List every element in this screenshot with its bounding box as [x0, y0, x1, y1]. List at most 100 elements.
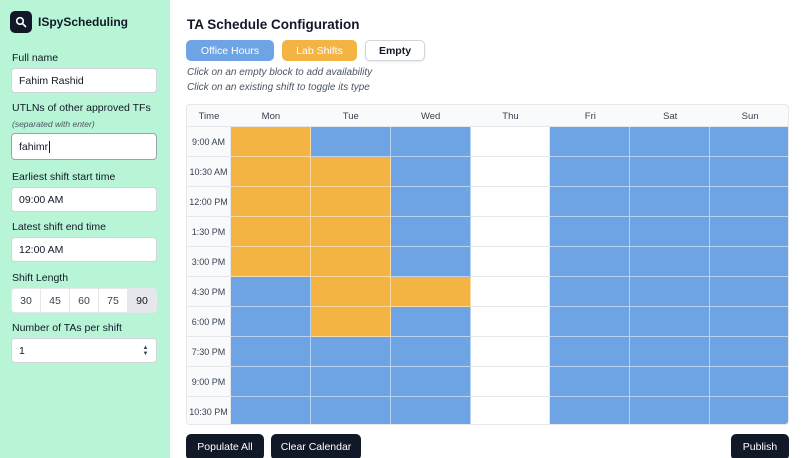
schedule-cell-empty[interactable]: [470, 307, 551, 337]
tas-per-shift-value: 1: [19, 344, 25, 357]
shift-length-option[interactable]: 45: [41, 289, 70, 312]
instruction-text: Click on an empty block to add availabil…: [187, 67, 373, 78]
schedule-cell-office[interactable]: [550, 337, 631, 367]
schedule-cell-office[interactable]: [550, 187, 631, 217]
schedule-cell-lab[interactable]: [390, 277, 471, 307]
schedule-cell-lab[interactable]: [310, 157, 391, 187]
schedule-cell-empty[interactable]: [470, 217, 551, 247]
time-label: 10:30 AM: [187, 157, 231, 187]
office-hours-button[interactable]: Office Hours: [186, 40, 274, 61]
shift-length-selector: 30 45 60 75 90: [11, 288, 157, 313]
time-label: 7:30 PM: [187, 337, 231, 367]
schedule-cell-lab[interactable]: [231, 217, 311, 247]
schedule-cell-office[interactable]: [630, 337, 711, 367]
shift-length-option[interactable]: 75: [99, 289, 128, 312]
shift-length-option-selected[interactable]: 90: [128, 289, 156, 312]
schedule-cell-office[interactable]: [231, 367, 311, 397]
schedule-cell-office[interactable]: [630, 247, 711, 277]
app-name: ISpyScheduling: [38, 15, 129, 29]
schedule-cell-office[interactable]: [630, 277, 711, 307]
schedule-cell-office[interactable]: [550, 157, 631, 187]
schedule-cell-office[interactable]: [630, 187, 711, 217]
schedule-cell-lab[interactable]: [310, 247, 391, 277]
schedule-cell-office[interactable]: [231, 277, 311, 307]
schedule-cell-empty[interactable]: [470, 277, 551, 307]
schedule-cell-office[interactable]: [550, 127, 631, 157]
schedule-cell-office[interactable]: [550, 277, 631, 307]
schedule-cell-empty[interactable]: [470, 367, 551, 397]
schedule-cell-office[interactable]: [231, 307, 311, 337]
schedule-cell-empty[interactable]: [470, 247, 551, 277]
schedule-cell-office[interactable]: [390, 307, 471, 337]
schedule-cell-office[interactable]: [710, 307, 788, 337]
lab-shifts-button[interactable]: Lab Shifts: [282, 40, 357, 61]
schedule-cell-empty[interactable]: [470, 127, 551, 157]
shift-length-option[interactable]: 30: [12, 289, 41, 312]
end-time-input[interactable]: 12:00 AM: [11, 237, 157, 262]
schedule-cell-empty[interactable]: [470, 337, 551, 367]
schedule-cell-office[interactable]: [630, 307, 711, 337]
stepper-icon[interactable]: ▲ ▼: [142, 345, 149, 357]
schedule-cell-lab[interactable]: [310, 277, 391, 307]
schedule-cell-office[interactable]: [550, 217, 631, 247]
clear-calendar-button[interactable]: Clear Calendar: [271, 434, 361, 458]
schedule-cell-empty[interactable]: [470, 397, 551, 424]
utlns-input[interactable]: fahimr: [11, 133, 157, 160]
schedule-cell-office[interactable]: [231, 337, 311, 367]
schedule-cell-office[interactable]: [310, 127, 391, 157]
schedule-cell-lab[interactable]: [310, 217, 391, 247]
schedule-cell-empty[interactable]: [470, 157, 551, 187]
publish-button[interactable]: Publish: [731, 434, 789, 458]
schedule-cell-office[interactable]: [710, 247, 788, 277]
tas-per-shift-label: Number of TAs per shift: [12, 322, 122, 334]
chevron-up-icon[interactable]: ▲: [142, 345, 149, 351]
time-column-header: Time: [198, 110, 220, 122]
schedule-cell-lab[interactable]: [231, 157, 311, 187]
schedule-cell-office[interactable]: [630, 217, 711, 247]
schedule-cell-office[interactable]: [231, 397, 311, 424]
schedule-cell-office[interactable]: [390, 217, 471, 247]
schedule-cell-office[interactable]: [310, 367, 391, 397]
schedule-cell-empty[interactable]: [470, 187, 551, 217]
schedule-cell-office[interactable]: [630, 397, 711, 424]
shift-length-option[interactable]: 60: [70, 289, 99, 312]
schedule-cell-office[interactable]: [550, 397, 631, 424]
schedule-cell-office[interactable]: [710, 187, 788, 217]
schedule-cell-office[interactable]: [310, 397, 391, 424]
day-header-tue: Tue: [342, 110, 359, 122]
schedule-cell-office[interactable]: [710, 277, 788, 307]
schedule-cell-office[interactable]: [630, 157, 711, 187]
search-icon: [10, 11, 32, 33]
schedule-cell-office[interactable]: [550, 247, 631, 277]
schedule-cell-office[interactable]: [390, 337, 471, 367]
chevron-down-icon[interactable]: ▼: [142, 351, 149, 357]
schedule-cell-office[interactable]: [630, 127, 711, 157]
schedule-header: Time Mon Tue Wed Thu Fri Sat Sun: [187, 105, 788, 127]
schedule-cell-office[interactable]: [390, 397, 471, 424]
schedule-cell-lab[interactable]: [310, 187, 391, 217]
schedule-cell-office[interactable]: [710, 217, 788, 247]
schedule-cell-office[interactable]: [390, 187, 471, 217]
schedule-cell-office[interactable]: [390, 127, 471, 157]
schedule-cell-office[interactable]: [710, 367, 788, 397]
schedule-cell-office[interactable]: [390, 157, 471, 187]
populate-all-button[interactable]: Populate All: [186, 434, 264, 458]
schedule-cell-office[interactable]: [710, 157, 788, 187]
schedule-cell-office[interactable]: [390, 367, 471, 397]
schedule-cell-office[interactable]: [710, 337, 788, 367]
schedule-cell-lab[interactable]: [231, 127, 311, 157]
empty-button[interactable]: Empty: [365, 40, 425, 61]
schedule-cell-lab[interactable]: [231, 187, 311, 217]
schedule-cell-lab[interactable]: [231, 247, 311, 277]
schedule-cell-office[interactable]: [630, 367, 711, 397]
schedule-cell-lab[interactable]: [310, 307, 391, 337]
schedule-cell-office[interactable]: [710, 127, 788, 157]
schedule-cell-office[interactable]: [550, 307, 631, 337]
start-time-input[interactable]: 09:00 AM: [11, 187, 157, 212]
full-name-input[interactable]: Fahim Rashid: [11, 68, 157, 93]
schedule-cell-office[interactable]: [710, 397, 788, 424]
schedule-cell-office[interactable]: [550, 367, 631, 397]
schedule-cell-office[interactable]: [390, 247, 471, 277]
schedule-cell-office[interactable]: [310, 337, 391, 367]
tas-per-shift-input[interactable]: 1 ▲ ▼: [11, 338, 157, 363]
